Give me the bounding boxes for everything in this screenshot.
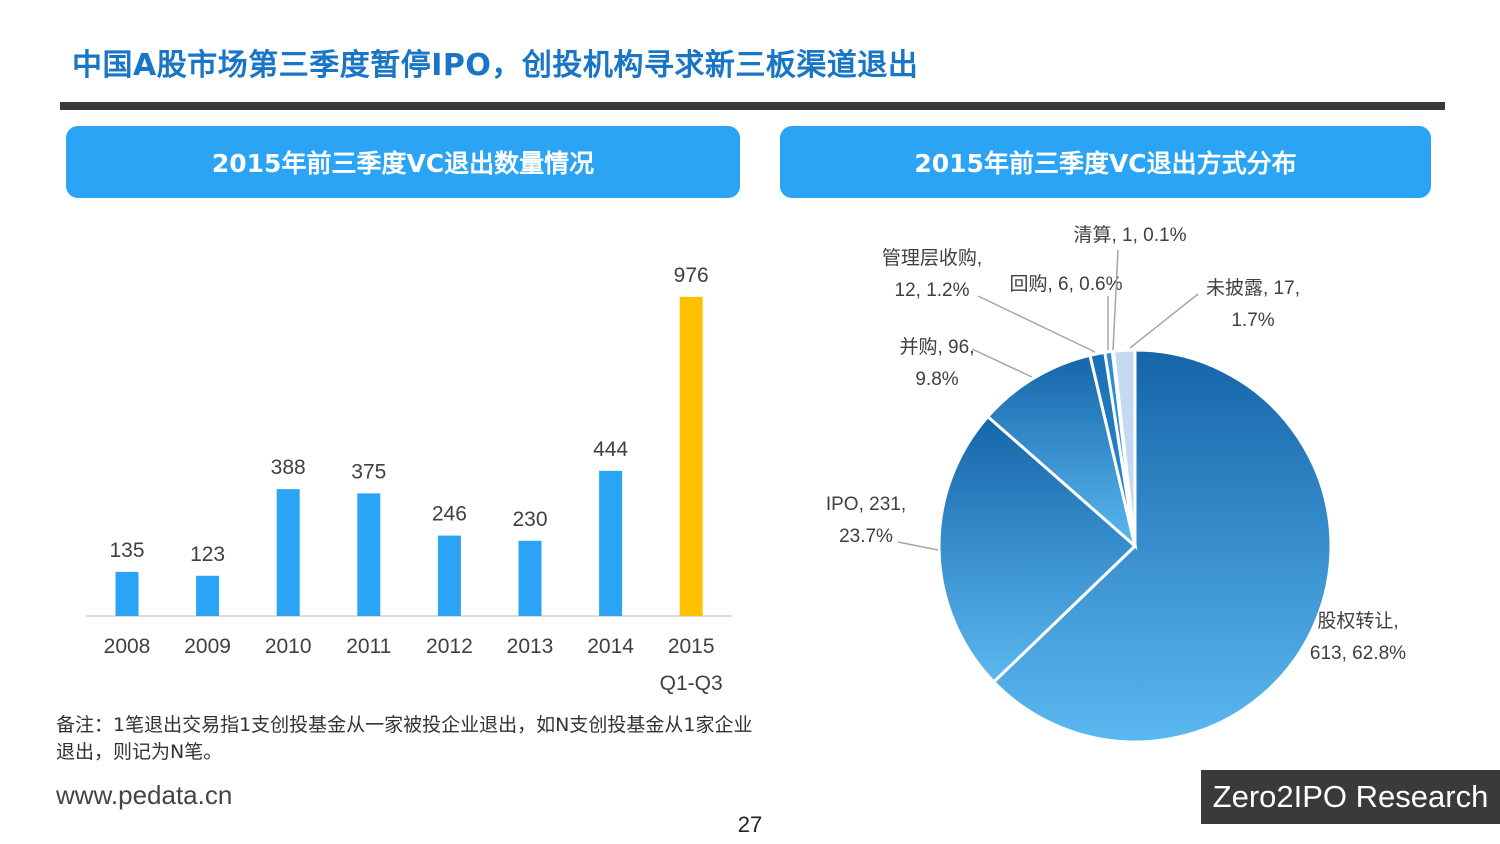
bar-chart-header: 2015年前三季度VC退出数量情况 (66, 126, 740, 198)
bar-category-label: 2014 (587, 635, 634, 658)
pie-slice-label: 9.8% (915, 369, 958, 390)
brand-text: Zero2IPO Research (1212, 779, 1489, 814)
pie-chart: 股权转让, 613, 62.8% IPO, 231, 23.7% 并购, 96, 9.8%… (826, 224, 1406, 744)
pie-slice-label: 未披露, 17, (1206, 277, 1300, 299)
bar-value-label: 230 (512, 508, 547, 531)
page-number: 27 (737, 812, 763, 837)
pie-leader-line (1129, 293, 1199, 349)
bar-1 (196, 575, 220, 616)
website-link[interactable]: www.pedata.cn (56, 780, 233, 810)
slide-title: 中国A股市场第三季度暂停IPO，创投机构寻求新三板渠道退出 (72, 48, 919, 83)
pie-leader-line (971, 348, 1033, 378)
footnote: 备注：1笔退出交易指1支创投基金从一家被投企业退出，如N支创投基金从1家企业退出… (56, 714, 753, 763)
pie-slice-1 (937, 414, 1138, 685)
pie-slice-label: 12, 1.2% (895, 280, 970, 301)
bar-4 (437, 535, 461, 616)
bar-value-label: 135 (109, 539, 144, 562)
bar-value-label: 123 (190, 543, 225, 566)
bar-category-label: 2013 (507, 635, 554, 658)
bar-category-label: Q1-Q3 (660, 672, 723, 695)
bar-5 (518, 540, 542, 616)
bar-0 (115, 571, 139, 616)
pie-leader-line (897, 541, 939, 551)
brand-logo: Zero2IPO Research (1201, 770, 1500, 824)
bar-category-label: 2012 (426, 635, 473, 658)
bar-chart: 135 2008 123 2009 388 2010 375 2011 246 2012 230 20… (86, 264, 732, 695)
bar-value-label: 388 (271, 456, 306, 479)
bar-value-label: 976 (674, 264, 709, 287)
bar-2 (276, 489, 300, 616)
pie-slice-label: 清算, 1, 0.1% (1074, 224, 1187, 246)
pie-chart-title: 2015年前三季度VC退出方式分布 (914, 149, 1297, 178)
pie-slice-label: 23.7% (839, 526, 893, 547)
bar-6 (599, 470, 623, 616)
pie-slice-label: 1.7% (1231, 310, 1274, 331)
pie-leader-line (977, 295, 1096, 353)
bar-category-label: 2015 (668, 635, 715, 658)
pie-slice-label: 回购, 6, 0.6% (1010, 273, 1123, 295)
bar-category-label: 2009 (184, 635, 231, 658)
bar-category-label: 2010 (265, 635, 312, 658)
pie-slice-label: 并购, 96, (900, 336, 975, 358)
pie-slice-label: 管理层收购, (882, 247, 982, 269)
bar-chart-title: 2015年前三季度VC退出数量情况 (211, 149, 595, 178)
bar-value-label: 375 (351, 460, 386, 483)
bar-7 (679, 296, 703, 616)
pie-slice-6 (1111, 348, 1137, 547)
pie-slice-label: 613, 62.8% (1310, 643, 1406, 664)
pie-leader-line (1112, 249, 1119, 351)
bar-category-label: 2008 (104, 635, 151, 658)
bar-category-label: 2011 (346, 635, 391, 658)
title-divider (60, 102, 1445, 110)
pie-slice-0 (991, 348, 1333, 744)
bar-value-label: 246 (432, 503, 467, 526)
pie-chart-header: 2015年前三季度VC退出方式分布 (780, 126, 1431, 198)
pie-slice-2 (985, 353, 1138, 551)
pie-slice-label: IPO, 231, (826, 494, 906, 515)
bar-3 (357, 493, 381, 616)
bar-value-label: 444 (593, 438, 628, 461)
pie-slice-label: 股权转让, (1317, 610, 1398, 632)
